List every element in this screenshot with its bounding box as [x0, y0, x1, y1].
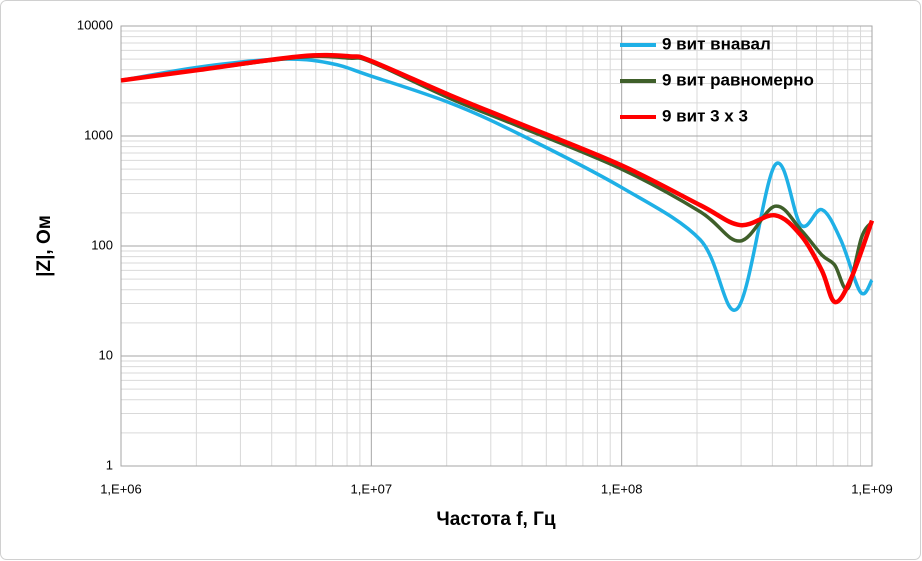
x-tick-label: 1,E+08: [601, 481, 643, 496]
series-line: [120, 57, 874, 312]
series-line: [120, 52, 875, 305]
y-tick-label: 1000: [84, 127, 113, 142]
legend-label: 9 вит равномерно: [662, 70, 814, 89]
y-tick-label: 10: [99, 347, 113, 362]
x-tick-label: 1,E+07: [351, 481, 393, 496]
legend-label: 9 вит внавал: [662, 34, 771, 53]
y-axis-label: |Z|, Ом: [34, 215, 55, 277]
y-tick-label: 1: [106, 457, 113, 472]
legend-label: 9 вит 3 х 3: [662, 106, 748, 125]
y-tick-label: 10000: [77, 17, 113, 32]
x-tick-label: 1,E+09: [851, 481, 893, 496]
plot-border: [120, 25, 873, 467]
x-axis-label: Частота f, Гц: [436, 509, 555, 530]
x-tick-label: 1,E+06: [100, 481, 142, 496]
y-tick-label: 100: [91, 237, 113, 252]
